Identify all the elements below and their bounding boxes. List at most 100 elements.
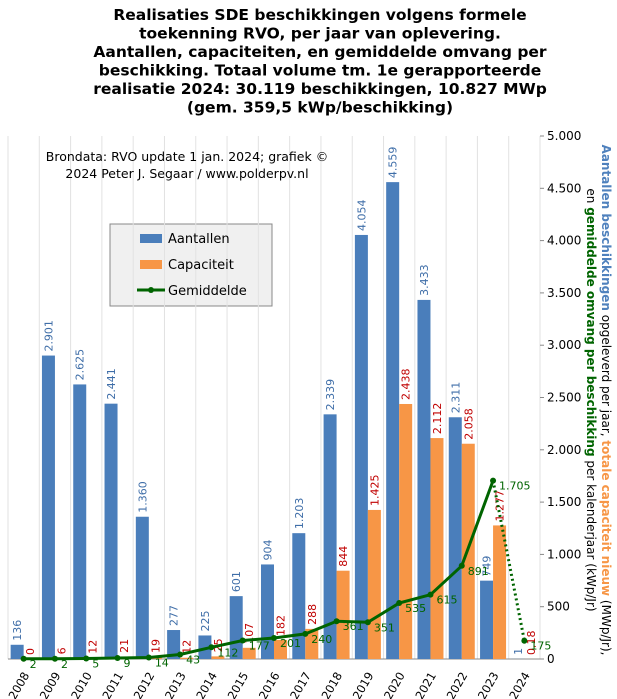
line-dotted bbox=[491, 480, 526, 641]
data-label: 904 bbox=[262, 539, 275, 560]
data-label: 2.901 bbox=[42, 320, 55, 352]
line-marker bbox=[177, 651, 184, 658]
data-label: 4.054 bbox=[355, 199, 368, 231]
x-tick-label: 2018 bbox=[318, 670, 345, 699]
x-tick-label: 2020 bbox=[381, 670, 408, 699]
data-label: 2.311 bbox=[449, 382, 462, 414]
line-marker bbox=[51, 655, 58, 662]
data-label: 2.625 bbox=[74, 349, 87, 381]
bar bbox=[261, 564, 274, 659]
bar bbox=[73, 384, 87, 659]
data-label: 225 bbox=[199, 610, 212, 631]
legend-label: Capaciteit bbox=[168, 258, 234, 273]
line-marker bbox=[427, 591, 434, 598]
y2-tick-label: 4.500 bbox=[547, 181, 581, 195]
bar bbox=[430, 438, 444, 659]
bar bbox=[480, 580, 494, 659]
bar bbox=[417, 299, 431, 659]
line-marker bbox=[302, 630, 309, 637]
bar bbox=[386, 182, 400, 659]
y2-tick-label: 0 bbox=[547, 652, 555, 666]
label-part: gemiddelde omvang per beschikking bbox=[584, 207, 598, 456]
bar bbox=[274, 639, 287, 659]
line-marker bbox=[239, 637, 246, 644]
x-tick-label: 2021 bbox=[412, 670, 439, 699]
x-tick-label: 2023 bbox=[475, 670, 502, 699]
data-label: 3.433 bbox=[418, 264, 431, 296]
y2-tick-label: 3.500 bbox=[547, 286, 581, 300]
data-label: 4.559 bbox=[387, 147, 400, 179]
bar bbox=[211, 656, 225, 659]
data-label: 2.441 bbox=[105, 368, 118, 400]
x-tick-label: 2024 bbox=[506, 670, 533, 699]
data-label: 277 bbox=[168, 605, 181, 626]
line-marker bbox=[83, 655, 90, 662]
bar bbox=[167, 630, 181, 659]
line-marker bbox=[364, 619, 371, 626]
bar bbox=[135, 516, 149, 659]
y2-tick-label: 1.500 bbox=[547, 495, 581, 509]
label-part: Aantallen beschikkingen bbox=[599, 145, 613, 311]
data-label: 177 bbox=[249, 639, 270, 652]
legend-marker bbox=[148, 287, 154, 293]
bar bbox=[336, 570, 350, 659]
line-marker bbox=[208, 644, 215, 651]
data-label: 535 bbox=[405, 602, 426, 615]
legend-label: Aantallen bbox=[168, 232, 230, 247]
data-label: 1.360 bbox=[136, 481, 149, 513]
data-label: 12 bbox=[181, 640, 194, 654]
data-label: 891 bbox=[468, 565, 489, 578]
data-label: 175 bbox=[530, 640, 551, 653]
data-label: 5 bbox=[92, 657, 99, 670]
bar bbox=[10, 644, 24, 659]
legend-box bbox=[109, 223, 273, 307]
data-label: 1.277 bbox=[494, 490, 507, 522]
data-label: 601 bbox=[230, 571, 243, 592]
title-line: Aantallen, capaciteiten, en gemiddelde o… bbox=[93, 43, 547, 61]
label-part: (MWp/Jr), bbox=[599, 596, 613, 655]
x-tick-label: 2017 bbox=[287, 670, 314, 699]
data-label: 1 bbox=[512, 648, 525, 655]
line-marker bbox=[396, 600, 403, 607]
data-label: 2 bbox=[30, 658, 37, 671]
bar bbox=[198, 635, 212, 659]
data-label: 2.339 bbox=[324, 379, 337, 411]
title-line: realisatie 2024: 30.119 beschikkingen, 1… bbox=[93, 80, 547, 98]
line-marker bbox=[145, 654, 152, 661]
legend-label: Gemiddelde bbox=[168, 284, 247, 299]
title-line: Realisaties SDE beschikkingen volgens fo… bbox=[113, 6, 526, 24]
data-label: 9 bbox=[124, 657, 131, 670]
x-tick-label: 2015 bbox=[225, 670, 252, 699]
line bbox=[23, 480, 495, 661]
data-label: 136 bbox=[11, 620, 24, 641]
legend-swatch bbox=[140, 234, 162, 243]
y2-axis-label: Aantallen beschikkingen opgeleverd per j… bbox=[599, 145, 613, 656]
data-label: 182 bbox=[275, 615, 288, 636]
y2-tick-label: 2.500 bbox=[547, 391, 581, 405]
annotation: Brondata: RVO update 1 jan. 2024; grafie… bbox=[46, 149, 328, 164]
bar bbox=[399, 403, 413, 659]
data-label: 19 bbox=[149, 639, 162, 653]
label-part: opgeleverd per jaar, bbox=[599, 311, 613, 440]
y2-tick-label: 2.000 bbox=[547, 443, 581, 457]
x-tick-label: 2008 bbox=[5, 670, 32, 699]
data-label: 6 bbox=[55, 647, 68, 654]
bar bbox=[493, 525, 507, 659]
title-line: (gem. 359,5 kWp/beschikking) bbox=[187, 99, 453, 117]
data-label: 288 bbox=[306, 604, 319, 625]
data-label: 844 bbox=[337, 546, 350, 567]
data-label: 1.203 bbox=[293, 498, 306, 530]
label-part: totale capaciteit nieuw bbox=[599, 440, 613, 596]
data-label: 615 bbox=[436, 594, 457, 607]
data-label: 240 bbox=[311, 633, 332, 646]
y2-tick-label: 500 bbox=[547, 600, 570, 614]
data-label: 1.425 bbox=[368, 474, 381, 506]
data-label: 749 bbox=[481, 556, 494, 577]
data-label: 2.058 bbox=[462, 408, 475, 440]
bar bbox=[104, 403, 118, 659]
y2-axis-label: en gemiddelde omvang per beschikking per… bbox=[584, 188, 598, 611]
data-label: 43 bbox=[186, 654, 200, 667]
data-label: 112 bbox=[217, 646, 238, 659]
bar bbox=[354, 234, 368, 659]
